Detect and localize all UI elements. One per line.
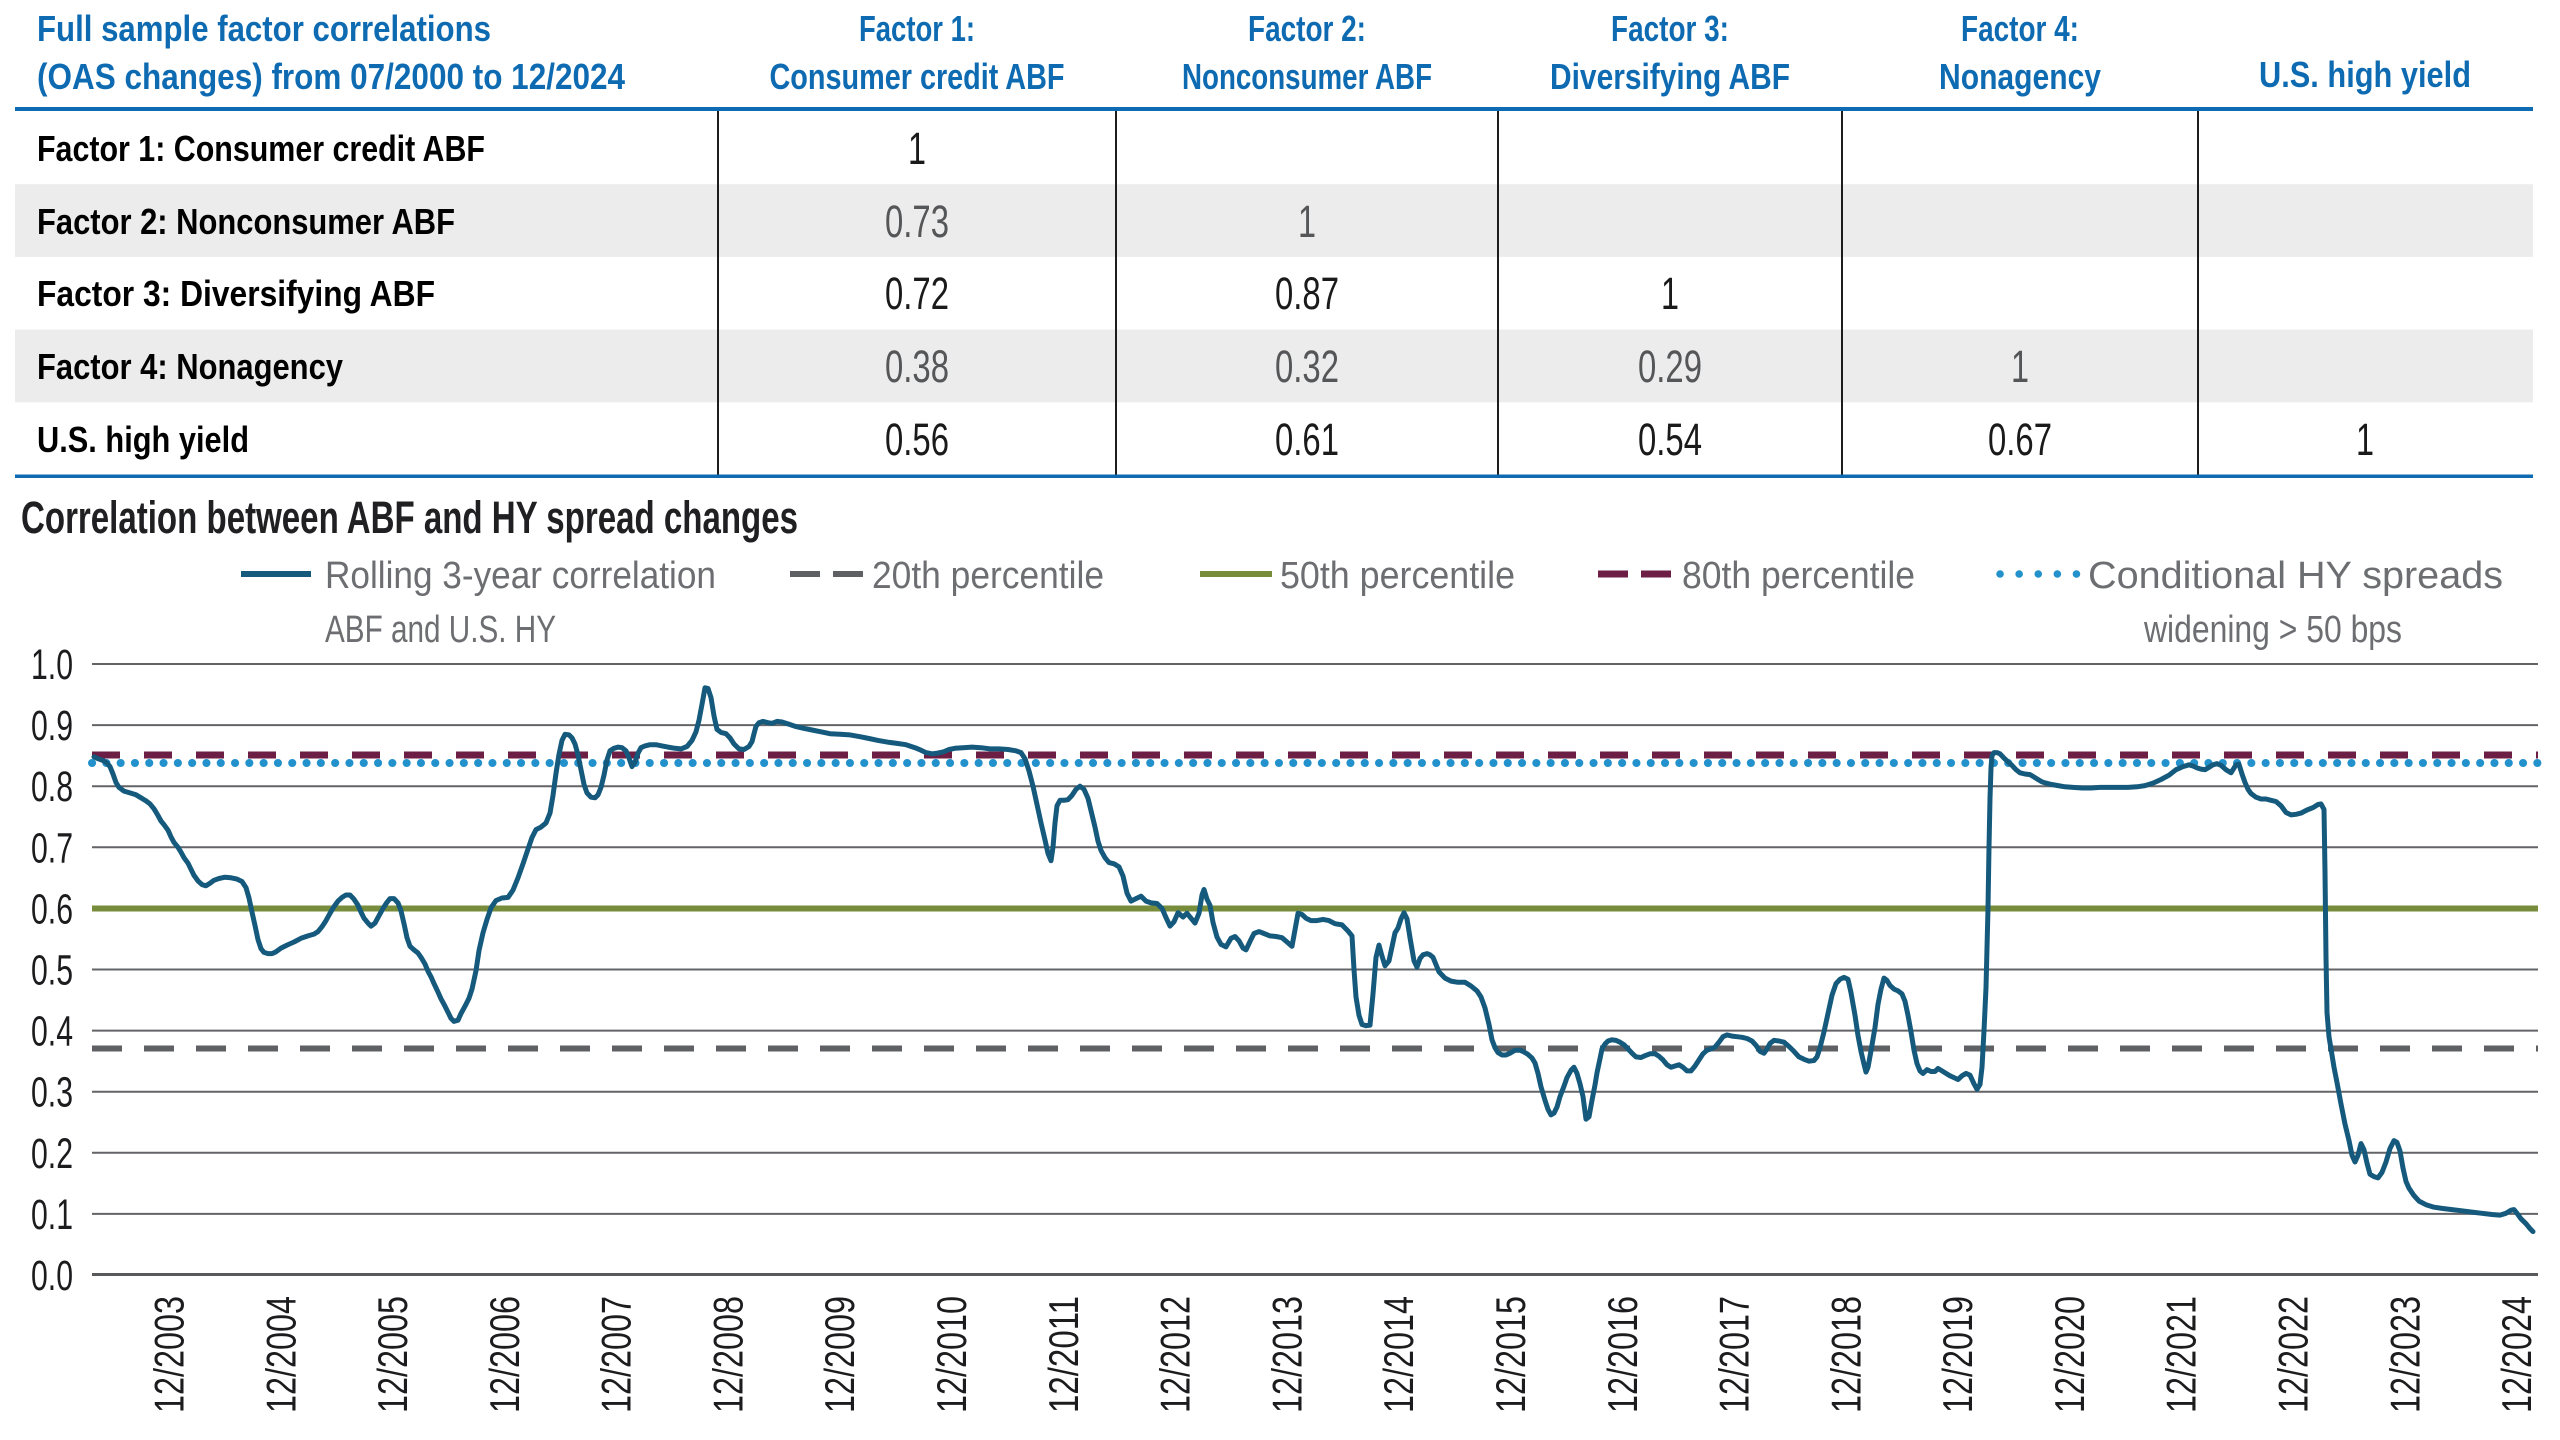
svg-text:12/2021: 12/2021 — [2158, 1296, 2205, 1413]
svg-text:12/2005: 12/2005 — [369, 1296, 416, 1413]
svg-text:Factor 2:: Factor 2: — [1248, 8, 1366, 49]
svg-text:Factor 2: Nonconsumer ABF: Factor 2: Nonconsumer ABF — [37, 201, 455, 242]
svg-text:12/2018: 12/2018 — [1822, 1296, 1869, 1413]
svg-text:Factor 4: Nonagency: Factor 4: Nonagency — [37, 346, 343, 387]
svg-text:Nonagency: Nonagency — [1939, 56, 2101, 97]
svg-text:12/2004: 12/2004 — [257, 1296, 304, 1413]
svg-text:Factor 3: Diversifying ABF: Factor 3: Diversifying ABF — [37, 273, 435, 314]
svg-text:ABF and U.S. HY: ABF and U.S. HY — [325, 609, 556, 651]
svg-text:20th percentile: 20th percentile — [872, 555, 1104, 597]
svg-text:U.S. high yield: U.S. high yield — [37, 419, 249, 460]
svg-text:0.8: 0.8 — [31, 763, 73, 811]
svg-text:0.5: 0.5 — [31, 947, 73, 995]
svg-text:12/2012: 12/2012 — [1152, 1296, 1199, 1413]
svg-text:(OAS changes) from 07/2000 to: (OAS changes) from 07/2000 to 12/2024 — [37, 56, 625, 97]
svg-text:12/2017: 12/2017 — [1711, 1296, 1758, 1413]
svg-text:Diversifying ABF: Diversifying ABF — [1550, 56, 1790, 97]
svg-text:0.6: 0.6 — [31, 885, 73, 933]
svg-text:12/2007: 12/2007 — [593, 1296, 640, 1413]
svg-text:0.0: 0.0 — [31, 1252, 73, 1300]
svg-text:0.1: 0.1 — [31, 1191, 73, 1239]
svg-text:Full sample factor correlation: Full sample factor correlations — [37, 8, 491, 49]
svg-text:Factor 3:: Factor 3: — [1611, 8, 1729, 49]
svg-text:12/2019: 12/2019 — [1934, 1296, 1981, 1413]
svg-text:Factor 1:: Factor 1: — [859, 8, 975, 49]
svg-text:12/2010: 12/2010 — [928, 1296, 975, 1413]
svg-text:0.9: 0.9 — [31, 702, 73, 750]
svg-text:0.29: 0.29 — [1638, 341, 1702, 392]
svg-text:0.38: 0.38 — [885, 341, 949, 392]
svg-text:12/2016: 12/2016 — [1599, 1296, 1646, 1413]
svg-text:12/2009: 12/2009 — [816, 1296, 863, 1413]
svg-text:0.56: 0.56 — [885, 414, 949, 465]
svg-text:12/2008: 12/2008 — [705, 1296, 752, 1413]
svg-text:1: 1 — [1298, 196, 1316, 247]
svg-text:1: 1 — [1661, 268, 1679, 319]
svg-text:Factor 1: Consumer credit ABF: Factor 1: Consumer credit ABF — [37, 128, 485, 169]
svg-text:0.72: 0.72 — [885, 268, 949, 319]
svg-text:0.73: 0.73 — [885, 196, 949, 247]
svg-text:12/2003: 12/2003 — [146, 1296, 193, 1413]
svg-text:U.S. high yield: U.S. high yield — [2259, 54, 2471, 95]
svg-text:0.2: 0.2 — [31, 1130, 73, 1178]
svg-text:12/2013: 12/2013 — [1263, 1296, 1310, 1413]
svg-text:12/2015: 12/2015 — [1487, 1296, 1534, 1413]
svg-text:0.87: 0.87 — [1275, 268, 1339, 319]
svg-text:Consumer credit ABF: Consumer credit ABF — [770, 56, 1065, 97]
svg-text:1: 1 — [908, 123, 926, 174]
svg-text:0.61: 0.61 — [1275, 414, 1339, 465]
svg-text:0.54: 0.54 — [1638, 414, 1702, 465]
svg-text:0.4: 0.4 — [31, 1008, 73, 1056]
svg-text:1.0: 1.0 — [31, 641, 73, 689]
svg-text:Nonconsumer ABF: Nonconsumer ABF — [1182, 56, 1432, 97]
svg-text:0.3: 0.3 — [31, 1069, 73, 1117]
svg-text:Conditional HY spreads: Conditional HY spreads — [2088, 555, 2503, 597]
svg-text:1: 1 — [2356, 414, 2374, 465]
svg-text:Factor 4:: Factor 4: — [1961, 8, 2079, 49]
svg-text:Rolling 3-year correlation: Rolling 3-year correlation — [325, 555, 716, 597]
svg-text:0.32: 0.32 — [1275, 341, 1339, 392]
svg-text:0.7: 0.7 — [31, 824, 73, 872]
svg-text:1: 1 — [2011, 341, 2029, 392]
svg-text:12/2014: 12/2014 — [1375, 1296, 1422, 1413]
svg-text:12/2011: 12/2011 — [1040, 1296, 1087, 1413]
svg-text:widening > 50 bps: widening > 50 bps — [2143, 609, 2402, 651]
svg-text:50th percentile: 50th percentile — [1280, 555, 1515, 597]
svg-text:12/2020: 12/2020 — [2046, 1296, 2093, 1413]
svg-text:12/2022: 12/2022 — [2270, 1296, 2317, 1413]
svg-text:0.67: 0.67 — [1988, 414, 2052, 465]
svg-text:Correlation between ABF and HY: Correlation between ABF and HY spread ch… — [21, 492, 798, 543]
svg-text:12/2023: 12/2023 — [2381, 1296, 2428, 1413]
svg-text:12/2024: 12/2024 — [2493, 1296, 2540, 1413]
svg-text:80th percentile: 80th percentile — [1682, 555, 1915, 597]
svg-text:12/2006: 12/2006 — [481, 1296, 528, 1413]
